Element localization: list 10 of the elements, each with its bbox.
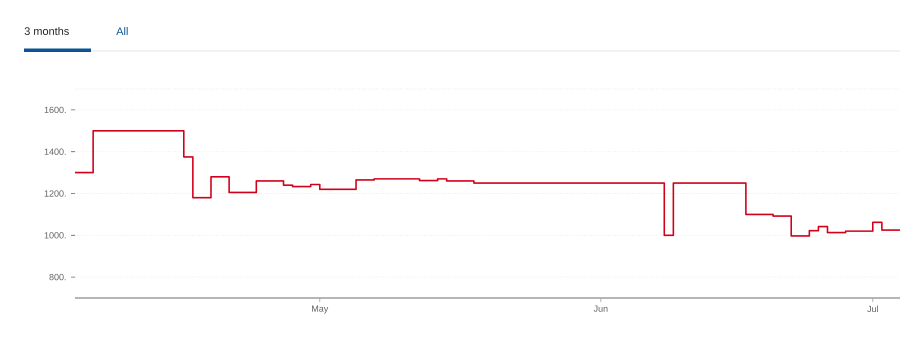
y-tick-label: 1400. [44,148,66,155]
x-tick-label: Jun [594,306,608,312]
y-tick-label: 1000. [44,232,66,238]
x-tick-label: May [312,306,328,314]
x-tick-label: Jul [867,306,878,312]
y-tick-label: 800. [49,274,66,280]
text: All [116,27,128,35]
y-tick-label: 1200. [44,190,66,197]
y-tick-label: 1600. [44,106,66,114]
text: 3 months [24,26,69,36]
